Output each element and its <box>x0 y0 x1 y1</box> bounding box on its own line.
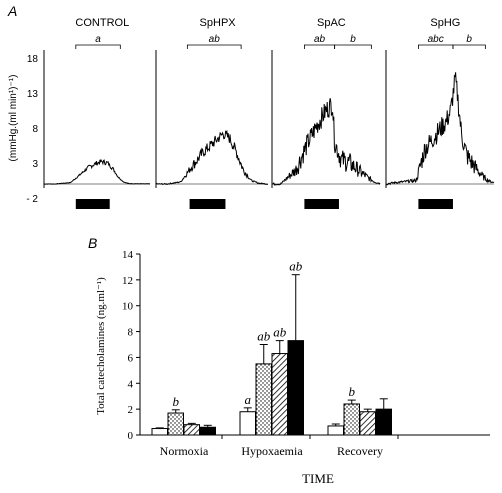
bar <box>327 425 344 436</box>
trace-panel-2: SpAC ab b <box>271 17 381 209</box>
significance-label: a <box>245 392 252 407</box>
trace-title: SpHG <box>430 17 460 29</box>
y-tick-label: 14 <box>122 249 134 261</box>
bar <box>239 411 256 436</box>
y-tick-label: 6 <box>128 352 134 364</box>
panel-a-y-axis-label: (mmHg.(ml min¹)⁻¹) <box>8 75 19 162</box>
significance-label: b <box>350 34 356 45</box>
bar <box>375 408 392 436</box>
pressure-trace <box>271 98 381 186</box>
y-tick-label: 4 <box>128 378 134 390</box>
significance-bracket <box>75 44 121 49</box>
y-tick-label: - 2 <box>26 194 38 205</box>
trace-title: SpAC <box>317 17 346 29</box>
trace-title: SpHPX <box>200 17 237 29</box>
category-label: Hypoxaemia <box>241 444 303 458</box>
y-tick-label: 3 <box>32 159 38 170</box>
significance-bracket <box>418 44 454 49</box>
bar <box>199 426 216 436</box>
bar <box>151 428 168 436</box>
y-tick-label: 0 <box>128 430 134 442</box>
significance-label: ab <box>273 325 287 340</box>
trace-title: CONTROL <box>75 17 129 29</box>
significance-bracket <box>304 44 336 49</box>
significance-label: a <box>95 34 101 45</box>
pressure-trace <box>155 129 269 186</box>
panel-b-x-axis-title: TIME <box>302 471 334 486</box>
significance-label: b <box>173 394 180 409</box>
significance-label: ab <box>257 329 271 344</box>
significance-bracket <box>452 44 486 49</box>
significance-bracket <box>334 44 372 49</box>
y-tick-label: 13 <box>27 89 39 100</box>
significance-bracket <box>186 44 242 49</box>
bar <box>255 363 272 436</box>
stimulus-bar <box>304 199 339 209</box>
bar <box>343 403 360 436</box>
y-tick-label: 18 <box>27 54 39 65</box>
stimulus-bar <box>418 199 453 209</box>
y-tick-label: 8 <box>128 327 134 339</box>
y-tick-label: 10 <box>122 301 134 313</box>
panel-a-traces: CONTROL a SpHPX ab SpAC ab b SpHG abc b <box>43 17 495 209</box>
bar <box>359 411 376 436</box>
trace-panel-0: CONTROL a <box>43 17 151 209</box>
bar <box>271 353 288 436</box>
trace-panel-3: SpHG abc b <box>385 17 495 209</box>
bar <box>183 424 200 436</box>
panel-a-y-ticks: 18 13 8 3 - 2 <box>26 54 38 205</box>
category-label: Normoxia <box>160 444 209 458</box>
stimulus-bar <box>75 199 110 209</box>
trace-panel-1: SpHPX ab <box>155 17 269 209</box>
significance-label: ab <box>289 259 303 274</box>
y-tick-label: 12 <box>122 275 133 287</box>
panel-b-y-axis-label: Total catecholamines (ng.ml⁻¹) <box>95 277 107 415</box>
stimulus-bar <box>189 199 226 209</box>
pressure-trace <box>44 158 151 185</box>
pressure-trace <box>385 72 495 186</box>
y-tick-label: 2 <box>128 404 134 416</box>
panel-a-label: A <box>7 3 17 19</box>
significance-label: b <box>466 34 472 45</box>
bar <box>167 412 184 436</box>
significance-label: ab <box>209 34 221 45</box>
bar <box>287 340 304 436</box>
significance-label: abc <box>428 34 444 45</box>
y-tick-label: 8 <box>32 124 38 135</box>
panel-b-label: B <box>88 235 97 251</box>
significance-label: ab <box>314 34 326 45</box>
significance-label: b <box>349 384 356 399</box>
category-label: Recovery <box>337 444 383 458</box>
